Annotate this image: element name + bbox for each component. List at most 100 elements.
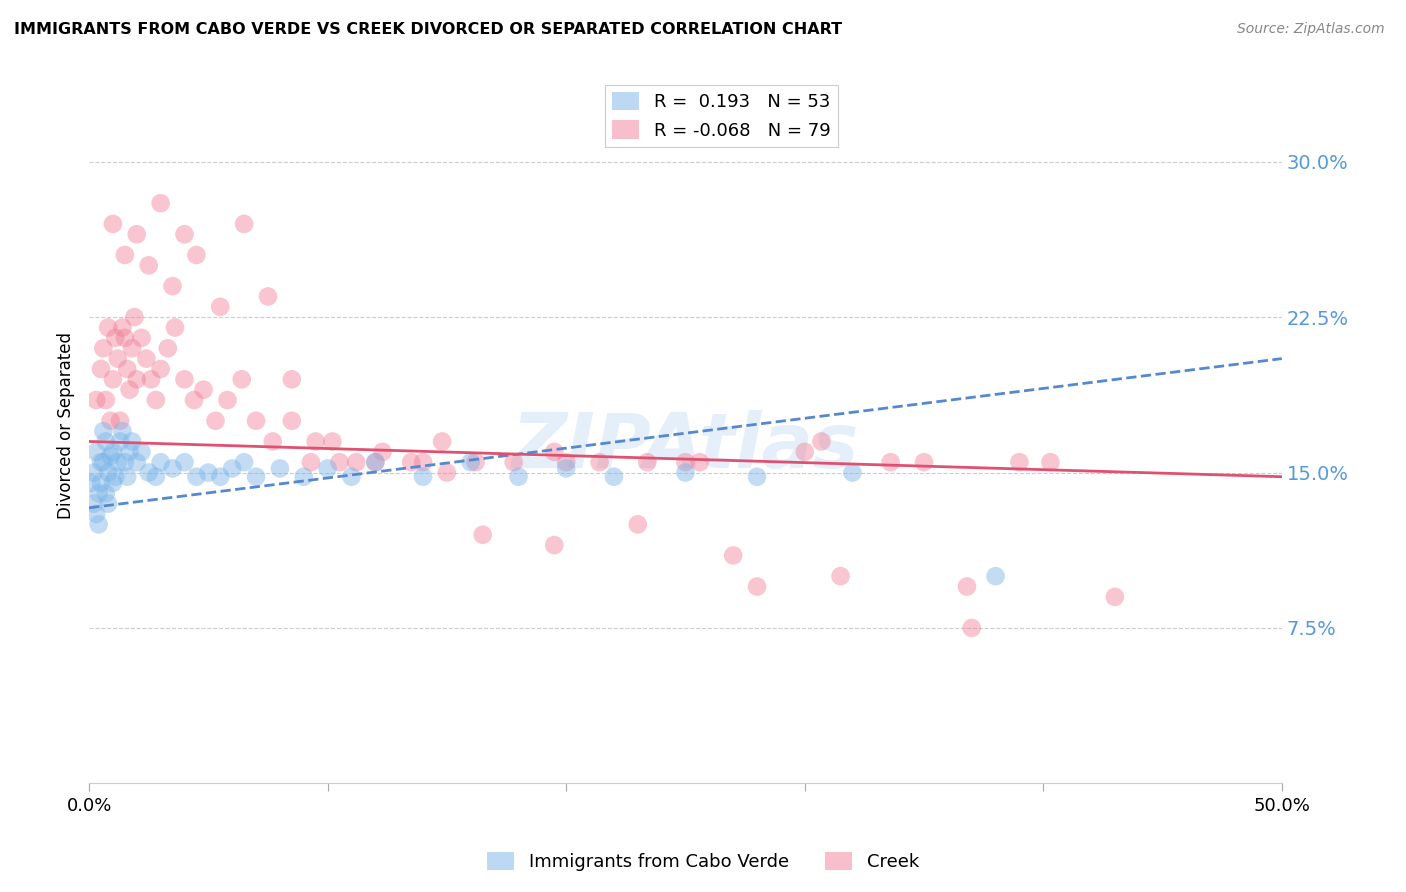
Point [912, 455, 935, 469]
Point [555, 461, 578, 475]
Point [156, 341, 179, 355]
Point [204, 414, 226, 428]
Point [101, 217, 124, 231]
Point [233, 217, 256, 231]
Point [87, 517, 110, 532]
Point [193, 383, 215, 397]
Point [269, 461, 291, 475]
Point [471, 527, 494, 541]
Point [299, 455, 322, 469]
Point [984, 569, 1007, 583]
Point [257, 289, 280, 303]
Point [138, 258, 160, 272]
Point [101, 475, 124, 490]
Point [221, 461, 243, 475]
Point [460, 455, 482, 469]
Point [83, 466, 105, 480]
Point [245, 414, 267, 428]
Point [114, 248, 136, 262]
Point [108, 434, 131, 449]
Point [399, 455, 422, 469]
Point [131, 445, 153, 459]
Text: IMMIGRANTS FROM CABO VERDE VS CREEK DIVORCED OR SEPARATED CORRELATION CHART: IMMIGRANTS FROM CABO VERDE VS CREEK DIVO… [14, 22, 842, 37]
Point [118, 383, 141, 397]
Point [412, 469, 434, 483]
Point [114, 455, 136, 469]
Point [100, 414, 122, 428]
Point [281, 372, 304, 386]
Point [163, 320, 186, 334]
Point [94, 486, 117, 500]
Point [145, 392, 167, 407]
Point [217, 392, 239, 407]
Point [543, 538, 565, 552]
Point [145, 469, 167, 483]
Point [745, 469, 768, 483]
Point [675, 466, 697, 480]
Point [502, 455, 524, 469]
Point [90, 362, 112, 376]
Point [162, 279, 184, 293]
Point [121, 341, 143, 355]
Point [84, 507, 107, 521]
Point [138, 466, 160, 480]
Point [114, 331, 136, 345]
Point [97, 320, 120, 334]
Point [149, 455, 172, 469]
Point [464, 455, 486, 469]
Point [149, 196, 172, 211]
Point [197, 466, 219, 480]
Point [100, 449, 122, 463]
Point [186, 248, 208, 262]
Text: ZIPAtlas: ZIPAtlas [512, 410, 859, 484]
Point [879, 455, 901, 469]
Point [305, 434, 328, 449]
Point [104, 331, 127, 345]
Point [80, 475, 103, 490]
Point [292, 469, 315, 483]
Point [430, 434, 453, 449]
Point [93, 341, 115, 355]
Point [340, 469, 363, 483]
Point [555, 455, 578, 469]
Point [131, 331, 153, 345]
Point [115, 362, 138, 376]
Point [173, 227, 195, 242]
Point [90, 475, 112, 490]
Point [111, 320, 134, 334]
Point [233, 455, 256, 469]
Point [371, 445, 394, 459]
Point [90, 455, 112, 469]
Point [139, 372, 162, 386]
Point [436, 466, 458, 480]
Point [135, 351, 157, 366]
Point [1008, 455, 1031, 469]
Point [960, 621, 983, 635]
Point [841, 466, 863, 480]
Point [344, 455, 367, 469]
Point [97, 497, 120, 511]
Point [107, 455, 129, 469]
Point [603, 469, 626, 483]
Point [104, 469, 127, 483]
Text: Source: ZipAtlas.com: Source: ZipAtlas.com [1237, 22, 1385, 37]
Point [183, 392, 205, 407]
Point [364, 455, 387, 469]
Legend: Immigrants from Cabo Verde, Creek: Immigrants from Cabo Verde, Creek [479, 845, 927, 879]
Point [186, 469, 208, 483]
Point [675, 455, 697, 469]
Point [115, 469, 138, 483]
Point [329, 455, 352, 469]
Legend: R =  0.193   N = 53, R = -0.068   N = 79: R = 0.193 N = 53, R = -0.068 N = 79 [605, 85, 838, 147]
Point [209, 469, 232, 483]
Point [111, 424, 134, 438]
Point [101, 372, 124, 386]
Point [84, 392, 107, 407]
Point [745, 580, 768, 594]
Y-axis label: Divorced or Separated: Divorced or Separated [58, 333, 75, 519]
Point [543, 445, 565, 459]
Point [1104, 590, 1126, 604]
Point [107, 351, 129, 366]
Point [636, 455, 658, 469]
Point [97, 466, 120, 480]
